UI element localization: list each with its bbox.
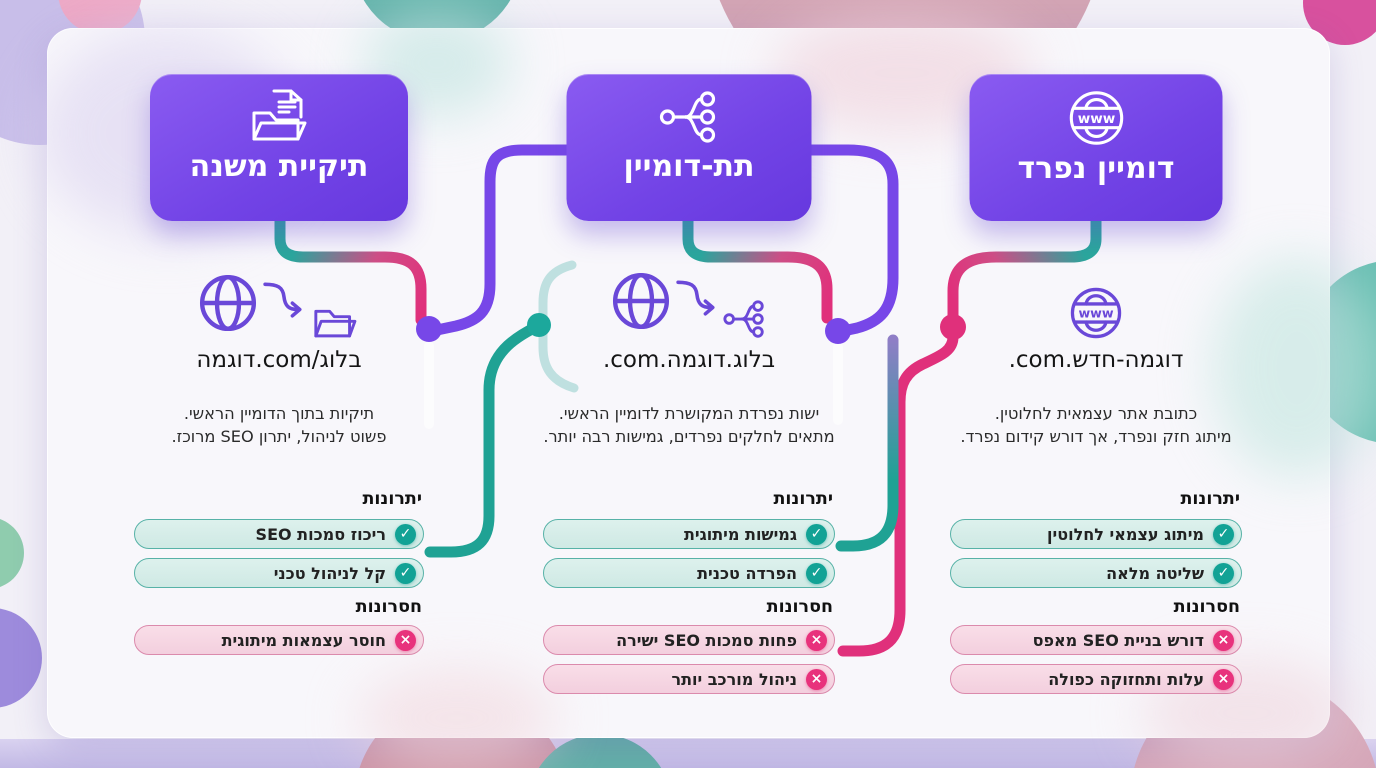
globe-icon xyxy=(612,272,670,330)
cons-label: חסרונות xyxy=(355,597,422,617)
check-icon: ✓ xyxy=(806,562,827,584)
pro-pill: ✓ קל לניהול טכני xyxy=(134,558,424,588)
pro-pill: ✓ גמישות מיתוגית xyxy=(543,519,835,549)
column-description: ישות נפרדת המקושרת לדומיין הראשי. מתאים … xyxy=(543,404,835,446)
column-description: כתובת אתר עצמאית לחלוטין. מיתוג חזק ונפר… xyxy=(960,404,1232,446)
check-icon: ✓ xyxy=(1213,523,1234,545)
url-illustration-subfolder xyxy=(197,272,361,342)
pro-pill: ✓ הפרדה טכנית xyxy=(543,558,835,588)
globe-icon xyxy=(199,274,257,332)
column-separate-domain: www דומיין נפרד www דוגמה-חדש.com. כתובת… xyxy=(950,0,1242,768)
pro-pill: ✓ ריכוז סמכות SEO xyxy=(134,519,424,549)
node-pink-right xyxy=(940,314,966,340)
example-url: בלוג.דוגמה.com. xyxy=(602,347,776,373)
check-icon: ✓ xyxy=(1213,562,1234,584)
pros-label: יתרונות xyxy=(773,489,833,509)
wire-teal-left xyxy=(424,321,542,558)
column-title: דומיין נפרד xyxy=(1017,151,1175,186)
header-box-subdomain: תת-דומיין xyxy=(566,74,812,221)
wire-purple-right xyxy=(805,144,899,337)
check-icon: ✓ xyxy=(395,562,416,584)
cross-icon: × xyxy=(395,629,416,651)
con-pill-label: עלות ותחזוקה כפולה xyxy=(1048,669,1204,689)
cross-icon: × xyxy=(806,668,827,690)
pro-pill: ✓ שליטה מלאה xyxy=(950,558,1242,588)
pros-label: יתרונות xyxy=(362,489,422,509)
column-description: תיקיות בתוך הדומיין הראשי. פשוט לניהול, … xyxy=(171,404,387,446)
www-globe-icon: www xyxy=(1070,287,1122,339)
url-illustration-subdomain xyxy=(610,270,768,340)
check-icon: ✓ xyxy=(806,523,827,545)
con-pill: × דורש בניית SEO מאפס xyxy=(950,625,1242,655)
folder-document-icon xyxy=(252,89,307,141)
wire-purple-left xyxy=(431,144,572,336)
wire-pink-right-top xyxy=(947,215,1102,324)
cons-label: חסרונות xyxy=(1173,597,1240,617)
network-icon xyxy=(723,300,764,338)
con-pill: × פחות סמכות SEO ישירה xyxy=(543,625,835,655)
pro-pill: ✓ מיתוג עצמאי לחלוטין xyxy=(950,519,1242,549)
wire-pink-mid xyxy=(682,215,833,324)
column-title: תת-דומיין xyxy=(623,149,755,184)
pro-pill-label: שליטה מלאה xyxy=(1106,563,1204,583)
example-url: דוגמה-חדש.com. xyxy=(1008,347,1184,373)
header-box-separate-domain: www דומיין נפרד xyxy=(969,74,1223,221)
pro-pill-label: מיתוג עצמאי לחלוטין xyxy=(1047,524,1204,544)
pros-label: יתרונות xyxy=(1180,489,1240,509)
con-pill: × ניהול מורכב יותר xyxy=(543,664,835,694)
cross-icon: × xyxy=(1213,629,1234,651)
column-title: תיקיית משנה xyxy=(189,149,369,184)
con-pill: × חוסר עצמאות מיתוגית xyxy=(134,625,424,655)
cross-icon: × xyxy=(806,629,827,651)
wire-pink-left xyxy=(274,215,427,326)
cons-label: חסרונות xyxy=(766,597,833,617)
card-glow-rose-bottom xyxy=(357,668,557,768)
node-purple-left xyxy=(416,316,442,342)
arrow-icon xyxy=(676,280,715,316)
svg-text:www: www xyxy=(1077,111,1115,127)
check-icon: ✓ xyxy=(395,523,416,545)
con-pill-label: דורש בניית SEO מאפס xyxy=(1032,630,1204,650)
column-subfolder: תיקיית משנה דוגמה.com/בלוג תיקיות בתוך ה… xyxy=(134,0,424,768)
folder-icon xyxy=(314,309,357,338)
pro-pill-label: הפרדה טכנית xyxy=(697,563,797,583)
wire-teal-right-down xyxy=(835,334,899,552)
column-subdomain: תת-דומיין בלוג.דוגמה.com. ישות נפרדת המק… xyxy=(543,0,835,768)
pro-pill-label: ריכוז סמכות SEO xyxy=(255,524,386,544)
url-illustration-separate-domain: www xyxy=(1067,284,1125,342)
network-icon xyxy=(659,91,715,143)
node-purple-right xyxy=(825,318,851,344)
svg-text:www: www xyxy=(1078,306,1113,321)
cross-icon: × xyxy=(1213,668,1234,690)
www-globe-icon: www xyxy=(1069,91,1123,145)
node-teal-mid xyxy=(527,313,551,337)
con-pill-label: ניהול מורכב יותר xyxy=(671,669,797,689)
header-box-subfolder: תיקיית משנה xyxy=(150,74,408,221)
card-glow-teal-right xyxy=(1212,258,1376,478)
pro-pill-label: גמישות מיתוגית xyxy=(683,524,797,544)
wire-pink-right-down xyxy=(837,331,959,657)
arrow-icon xyxy=(263,282,302,318)
con-pill-label: פחות סמכות SEO ישירה xyxy=(616,630,797,650)
pro-pill-label: קל לניהול טכני xyxy=(273,563,386,583)
con-pill-label: חוסר עצמאות מיתוגית xyxy=(221,630,386,650)
con-pill: × עלות ותחזוקה כפולה xyxy=(950,664,1242,694)
example-url: דוגמה.com/בלוג xyxy=(196,347,362,373)
